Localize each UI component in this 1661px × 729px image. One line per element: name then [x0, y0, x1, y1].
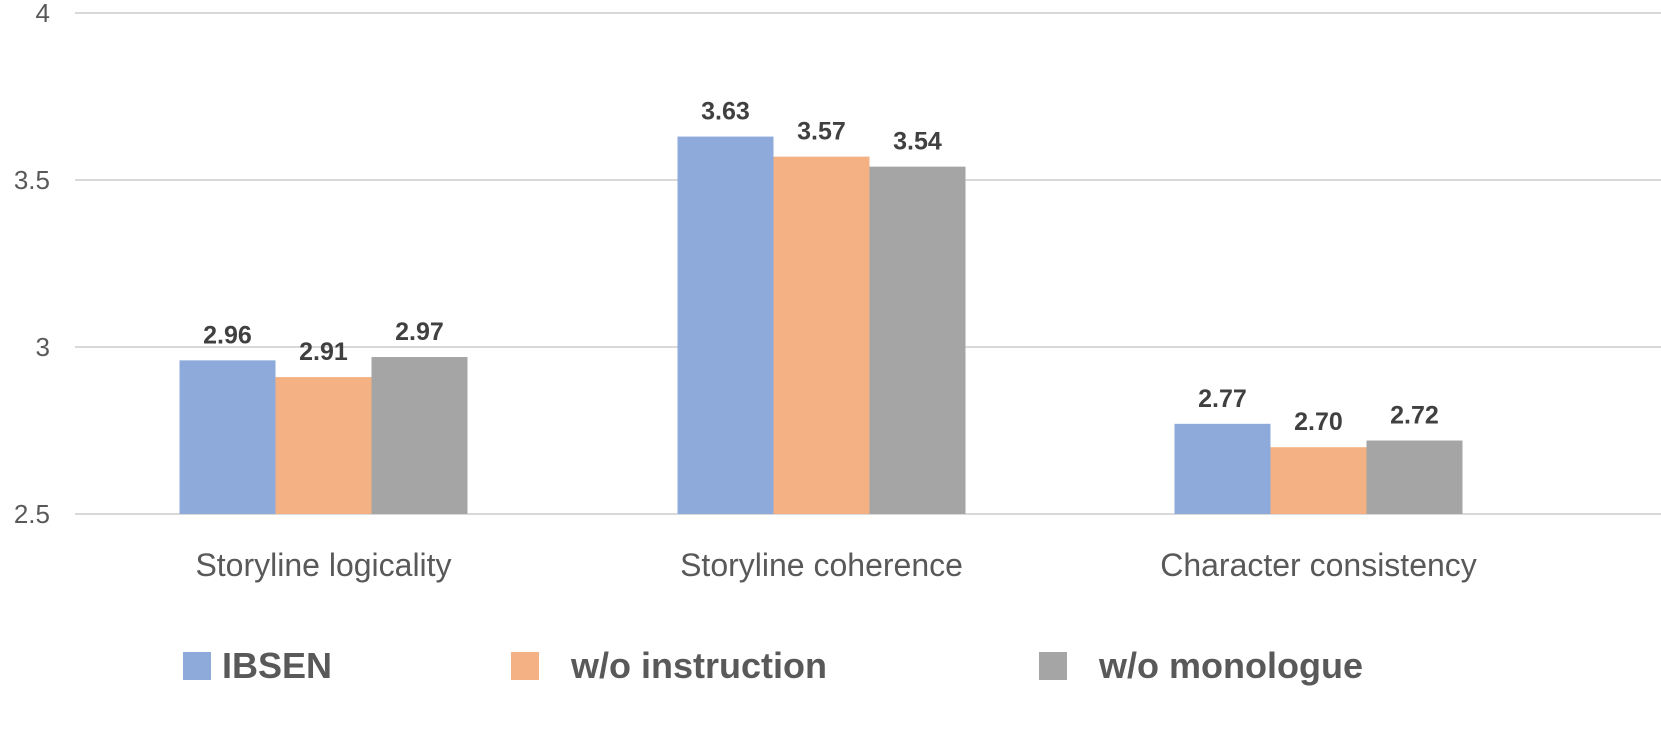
- data-label: 2.72: [1390, 402, 1439, 430]
- y-tick-label: 3.5: [14, 165, 50, 195]
- bar: [1174, 423, 1271, 514]
- data-label: 2.91: [299, 338, 348, 366]
- bar: [275, 377, 372, 514]
- data-label: 2.96: [203, 321, 252, 349]
- legend-swatch: [1039, 652, 1067, 680]
- y-tick-label: 4: [36, 0, 50, 28]
- category-label: Storyline coherence: [680, 547, 963, 583]
- data-label: 3.57: [797, 118, 846, 146]
- data-label: 3.54: [893, 128, 942, 156]
- data-labels: 2.96 2.91 2.97 3.63 3.57 3.54 2.77 2.70 2.72: [203, 98, 1439, 437]
- legend: IBSEN w/o instruction w/o monologue: [183, 645, 1363, 686]
- bar: [1270, 447, 1367, 514]
- data-label: 3.63: [701, 98, 750, 126]
- bar: [677, 136, 774, 514]
- bar: [1366, 440, 1463, 514]
- bar: [179, 360, 276, 514]
- data-label: 2.97: [395, 318, 444, 346]
- legend-swatch: [511, 652, 539, 680]
- bar: [869, 166, 966, 514]
- category-label: Character consistency: [1160, 547, 1477, 583]
- bar: [773, 156, 870, 514]
- y-tick-label: 2.5: [14, 499, 50, 529]
- legend-swatch: [183, 652, 211, 680]
- data-label: 2.70: [1294, 408, 1343, 436]
- x-axis-category-labels: Storyline logicality Storyline coherence C…: [195, 547, 1476, 583]
- category-label: Storyline logicality: [195, 547, 451, 583]
- bar: [371, 357, 468, 514]
- legend-label: w/o instruction: [570, 645, 827, 686]
- y-axis-tick-labels: 2.5 3 3.5 4: [14, 0, 50, 529]
- legend-label: w/o monologue: [1098, 645, 1363, 686]
- y-tick-label: 3: [36, 332, 50, 362]
- data-label: 2.77: [1198, 385, 1247, 413]
- legend-label: IBSEN: [222, 645, 332, 686]
- bars: [179, 136, 1463, 514]
